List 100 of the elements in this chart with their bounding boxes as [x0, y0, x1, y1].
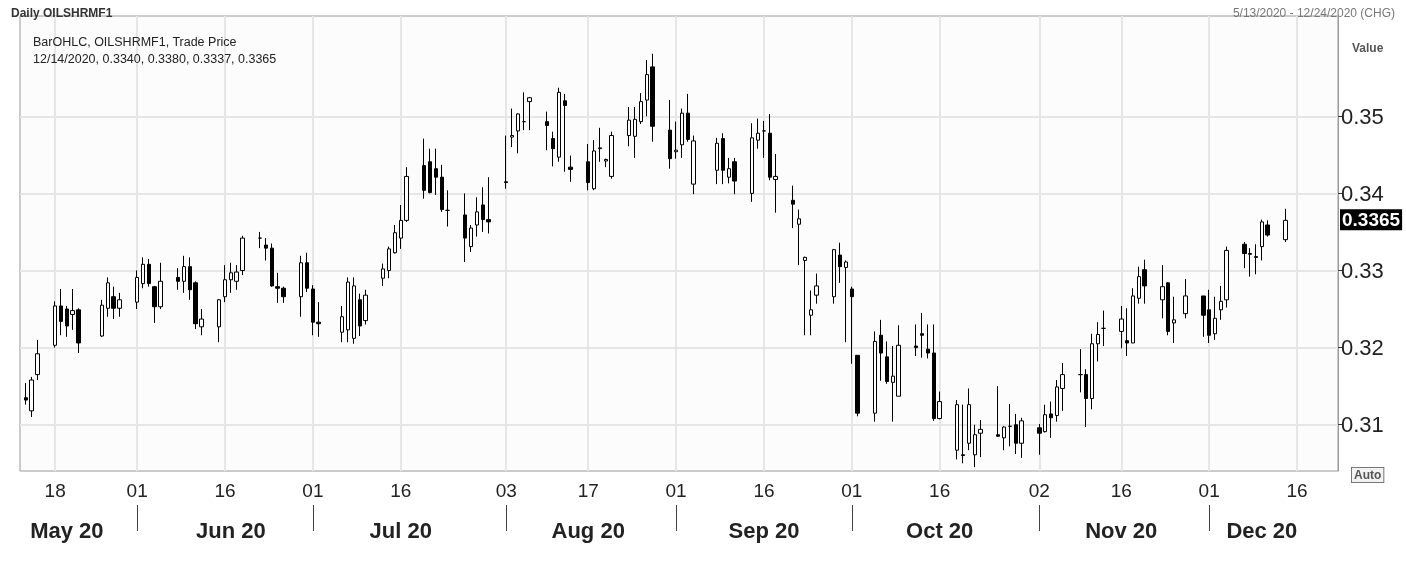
candlestick — [879, 319, 883, 382]
candlestick — [680, 108, 684, 159]
candlestick — [756, 118, 760, 150]
candlestick — [352, 276, 356, 345]
candlestick — [914, 323, 918, 357]
candlestick — [844, 259, 848, 343]
x-tick-label: 16 — [753, 480, 775, 501]
candlestick — [393, 224, 397, 255]
candlestick — [141, 256, 145, 289]
candlestick — [53, 300, 57, 349]
candlestick — [973, 424, 977, 468]
candlestick — [1283, 208, 1288, 243]
candlestick — [551, 131, 555, 167]
x2-tick-label: Dec 20 — [1226, 517, 1298, 543]
candlestick — [978, 419, 983, 458]
candlestick — [791, 185, 795, 229]
annotation: 12/14/2020, 0.3340, 0.3380, 0.3337, 0.3365 — [33, 51, 277, 66]
candlestick — [803, 256, 807, 336]
x-tick-label: 01 — [841, 480, 863, 501]
candlestick — [1172, 296, 1176, 344]
candlestick — [100, 299, 104, 338]
candlestick — [422, 138, 426, 200]
candlestick — [469, 224, 473, 253]
candlestick — [1101, 310, 1106, 347]
candlestick — [1224, 246, 1229, 309]
candlestick — [176, 267, 180, 291]
candlestick — [1008, 403, 1012, 447]
candlestick — [504, 135, 508, 190]
chart-title: Daily OILSHRMF1 — [11, 6, 113, 20]
candlestick — [463, 192, 467, 263]
candlestick — [762, 120, 766, 159]
candlestick — [1119, 305, 1124, 349]
candlestick — [873, 330, 877, 423]
candlestick — [240, 235, 245, 276]
candlestick — [1213, 296, 1217, 341]
candlestick — [967, 387, 971, 451]
x2-tick-label: Jun 20 — [196, 517, 266, 543]
x2-tick-label: May 20 — [30, 517, 104, 543]
candlestick — [797, 209, 801, 266]
annotation: BarOHLC, OILSHRMF1, Trade Price — [33, 34, 237, 49]
candlestick — [217, 298, 221, 343]
candlestick — [305, 252, 309, 293]
x-tick-label: 01 — [302, 480, 324, 501]
y-tick-label: 0.34 — [1341, 180, 1384, 206]
candlestick — [440, 164, 444, 213]
candlestick — [299, 255, 303, 318]
x-tick-label: 01 — [665, 480, 687, 501]
candlestick — [721, 132, 725, 185]
x-tick-label: 16 — [929, 480, 951, 501]
candlestick — [633, 106, 637, 159]
candlestick — [258, 231, 262, 249]
candlestick — [182, 255, 186, 294]
candlestick — [346, 276, 350, 343]
candlestick — [381, 263, 385, 287]
candlestick — [568, 155, 573, 183]
candlestick — [545, 111, 549, 151]
candlestick — [1183, 278, 1188, 319]
candlestick — [832, 248, 836, 305]
candlestick — [1049, 401, 1053, 439]
candlestick — [920, 312, 924, 359]
y-tick-label: 0.31 — [1341, 412, 1384, 438]
candlestick — [135, 269, 139, 310]
candlestick — [598, 127, 602, 163]
candlestick — [627, 106, 631, 147]
x2-tick-label: Nov 20 — [1085, 517, 1158, 543]
x-tick-label: 16 — [214, 480, 236, 501]
candlestick — [1219, 285, 1223, 321]
y-tick-label: 0.35 — [1341, 103, 1384, 129]
chart-subtitle: 5/13/2020 - 12/24/2020 (CHG) — [1232, 6, 1396, 20]
candlestick — [563, 93, 567, 173]
candlestick — [750, 122, 754, 203]
candlestick — [961, 404, 965, 464]
candlestick — [850, 286, 854, 365]
candlestick — [1125, 307, 1129, 357]
candlestick — [1131, 287, 1135, 344]
candlestick — [428, 148, 432, 194]
candlestick — [814, 273, 819, 305]
candlestick — [35, 339, 40, 381]
candlestick — [510, 108, 514, 148]
candlestick — [955, 399, 959, 460]
text: Auto — [1354, 468, 1382, 482]
x2-tick-label: Sep 20 — [728, 517, 800, 543]
candlestick — [445, 189, 450, 228]
x-tick-label: 01 — [126, 480, 148, 501]
candlestick — [527, 96, 532, 131]
candlestick — [387, 246, 391, 279]
candlestick — [855, 354, 860, 417]
x2-tick-label: Oct 20 — [906, 517, 974, 543]
x-tick-label: 16 — [1110, 480, 1132, 501]
candlestick — [715, 137, 719, 185]
candlestick — [340, 305, 344, 343]
candlestick — [592, 139, 596, 191]
x-tick-label: 02 — [1028, 480, 1050, 501]
candlestick — [1254, 243, 1258, 275]
candlestick — [557, 87, 561, 163]
candlestick — [926, 323, 930, 359]
candlestick — [639, 92, 643, 125]
candlestick — [475, 196, 479, 238]
candlestick — [809, 290, 813, 336]
text: 0.3365 — [1342, 209, 1401, 231]
